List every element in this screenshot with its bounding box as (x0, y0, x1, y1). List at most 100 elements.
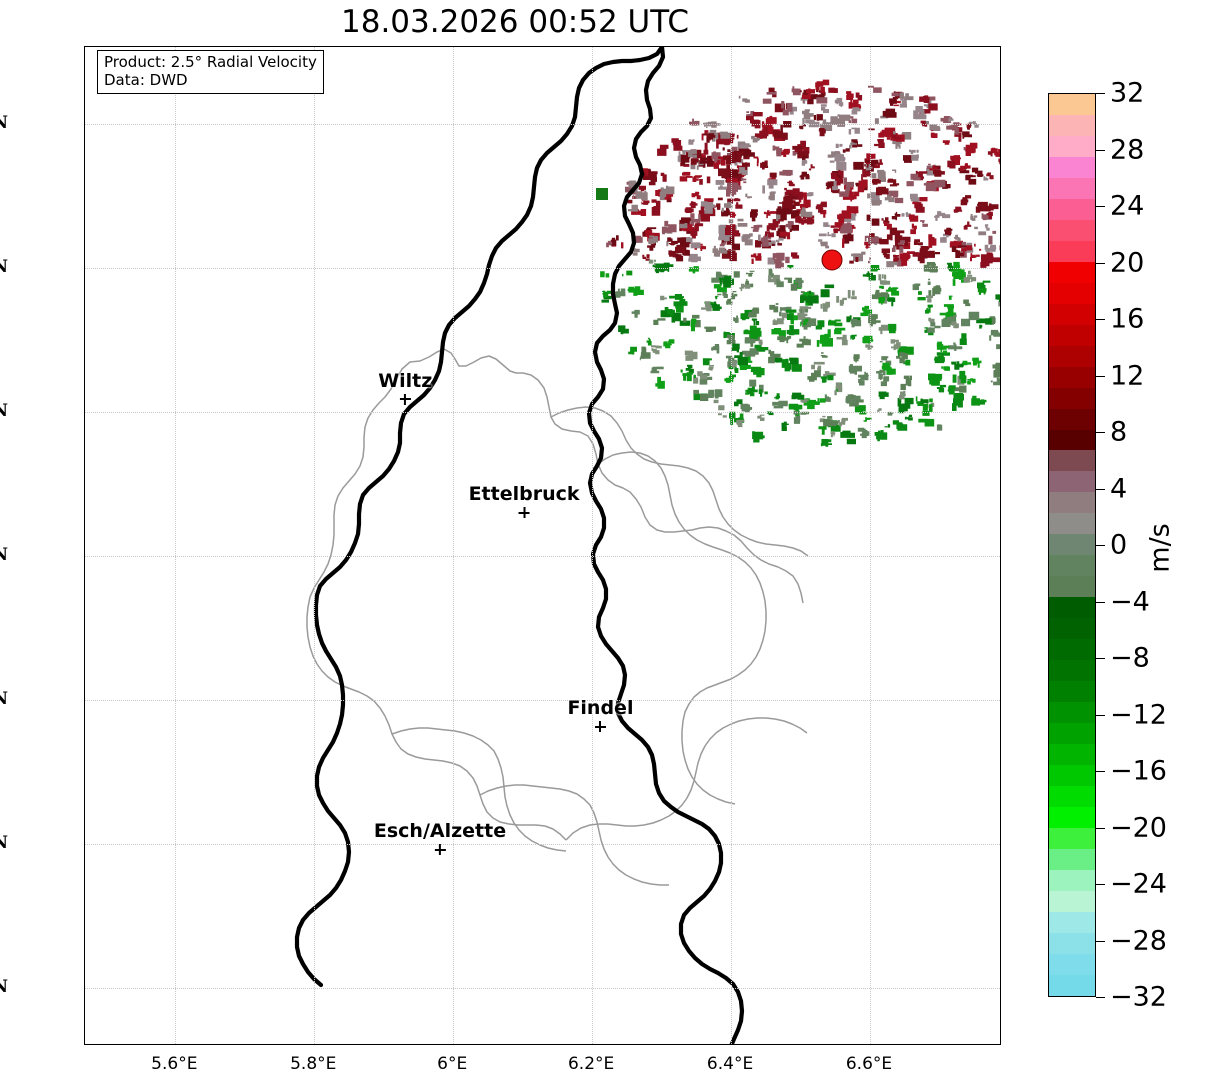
radar-echo-blob (628, 346, 637, 355)
radar-echo-blob (995, 294, 1000, 302)
radar-echo-blob (951, 361, 964, 370)
radar-echo-blob (834, 382, 843, 396)
radar-echo-blob (925, 121, 941, 131)
colorbar[interactable]: 32 28 24 20 16 12 8 4 0 −4 −8 −12 −16 −20 −24 −28 −32 (1048, 78, 1167, 1013)
radar-echo-blob (951, 321, 959, 329)
radar-echo-blob (680, 155, 690, 165)
radar-echo-blob (726, 182, 742, 197)
radar-echo-blob (740, 403, 753, 413)
radar-echo-blob (718, 413, 727, 418)
radar-echo-blob (827, 231, 836, 238)
radar-echo-blob (868, 314, 881, 327)
radar-echo-blob (785, 221, 794, 229)
radar-echo-blob (976, 318, 992, 325)
radar-echo-blob (820, 375, 834, 383)
radar-site-marker[interactable] (821, 249, 843, 271)
radar-echo-blob (780, 121, 792, 133)
radar-echo-blob (879, 376, 890, 387)
colorbar-band (1049, 240, 1095, 262)
radar-echo-blob (871, 289, 889, 300)
radar-echo-blob (984, 244, 997, 253)
radar-echo-blob (757, 414, 765, 421)
colorbar-tick-mark (1096, 601, 1105, 603)
radar-echo-blob (962, 131, 972, 139)
radar-echo-blob (965, 174, 977, 185)
radar-echo-blob (799, 171, 810, 180)
radar-echo-blob (987, 151, 993, 157)
radar-echo-blob (881, 362, 896, 375)
colorbar-tick-label: −8 (1110, 642, 1150, 674)
radar-echo-blob (986, 252, 1000, 263)
radar-echo-blob (903, 359, 911, 366)
radar-echo-blob (660, 172, 667, 182)
radar-echo-blob (820, 334, 826, 341)
radar-echo-blob (708, 365, 714, 371)
radar-echo-blob (684, 201, 698, 213)
station-square-marker[interactable] (595, 187, 608, 200)
radar-echo-blob (928, 398, 933, 412)
radar-echo-blob (961, 311, 980, 327)
radar-echo-blob (774, 356, 783, 363)
y-axis-tick-label: 49.95°N (0, 401, 8, 422)
radar-echo-blob (861, 429, 870, 436)
radar-echo-blob (803, 196, 811, 208)
radar-echo-blob (699, 176, 711, 185)
radar-echo-blob (928, 234, 937, 248)
radar-echo-blob (721, 201, 733, 213)
y-axis-tick-label: 49.8°N (0, 545, 8, 566)
radar-echo-blob (741, 283, 751, 289)
radar-echo-blob (784, 187, 800, 196)
radar-echo-blob (830, 225, 840, 234)
radar-echo-blob (671, 138, 683, 151)
radar-echo-blob (719, 242, 726, 247)
radar-echo-blob (762, 236, 772, 247)
radar-echo-blob (963, 299, 971, 307)
radar-echo-blob (984, 224, 990, 231)
y-axis-tick-label: 49.5°N (0, 833, 8, 854)
x-axis-tick-label: 6°E (437, 1054, 468, 1074)
radar-echo-blob (830, 172, 844, 186)
radar-echo-blob (730, 152, 742, 161)
radar-echo-blob (768, 191, 776, 201)
radar-echo-blob (762, 92, 776, 104)
radar-echo-blob (871, 169, 886, 182)
radar-echo-blob (929, 165, 938, 171)
radar-echo-blob (702, 358, 712, 366)
radar-echo-blob (892, 169, 897, 173)
colorbar-tick-label: 20 (1110, 247, 1145, 278)
radar-echo-blob (897, 397, 914, 414)
radar-echo-blob (830, 431, 836, 438)
radar-echo-blob (721, 250, 737, 262)
map-plot-area[interactable]: Wiltz Ettelbruck Findel Esch/Alzette (84, 46, 1001, 1045)
radar-echo-blob (815, 320, 825, 330)
radar-echo-blob (868, 128, 875, 131)
radar-echo-blob (824, 394, 831, 402)
radar-echo-blob (655, 376, 665, 389)
product-info-box: Product: 2.5° Radial Velocity Data: DWD (97, 50, 324, 95)
radar-echo-blob (722, 147, 731, 152)
radar-echo-blob (891, 211, 901, 221)
radar-echo-blob (926, 163, 931, 170)
radar-echo-blob (944, 227, 953, 235)
radar-echo-blob (744, 337, 755, 344)
radar-echo-blob (934, 352, 950, 364)
radar-echo-blob (711, 131, 731, 142)
radar-echo-blob (760, 160, 769, 170)
colorbar-tick-mark (1096, 319, 1105, 320)
radar-echo-blob (828, 319, 843, 327)
radar-echo-blob (657, 144, 669, 156)
colorbar-tick-label: 16 (1110, 303, 1145, 335)
radar-echo-blob (667, 237, 673, 242)
page-title: 18.03.2026 00:52 UTC (341, 4, 689, 40)
radar-echo-blob (701, 301, 712, 312)
radar-echo-blob (763, 210, 778, 219)
colorbar-band (1049, 303, 1095, 325)
radar-echo-blob (743, 149, 755, 157)
radar-echo-blob (648, 259, 656, 266)
colorbar-tick-mark (1096, 714, 1105, 716)
radar-echo-blob (787, 265, 794, 269)
radar-echo-blob (862, 335, 874, 344)
colorbar-band (1049, 932, 1095, 954)
radar-echo-blob (700, 201, 715, 214)
radar-echo-blob (913, 239, 923, 246)
